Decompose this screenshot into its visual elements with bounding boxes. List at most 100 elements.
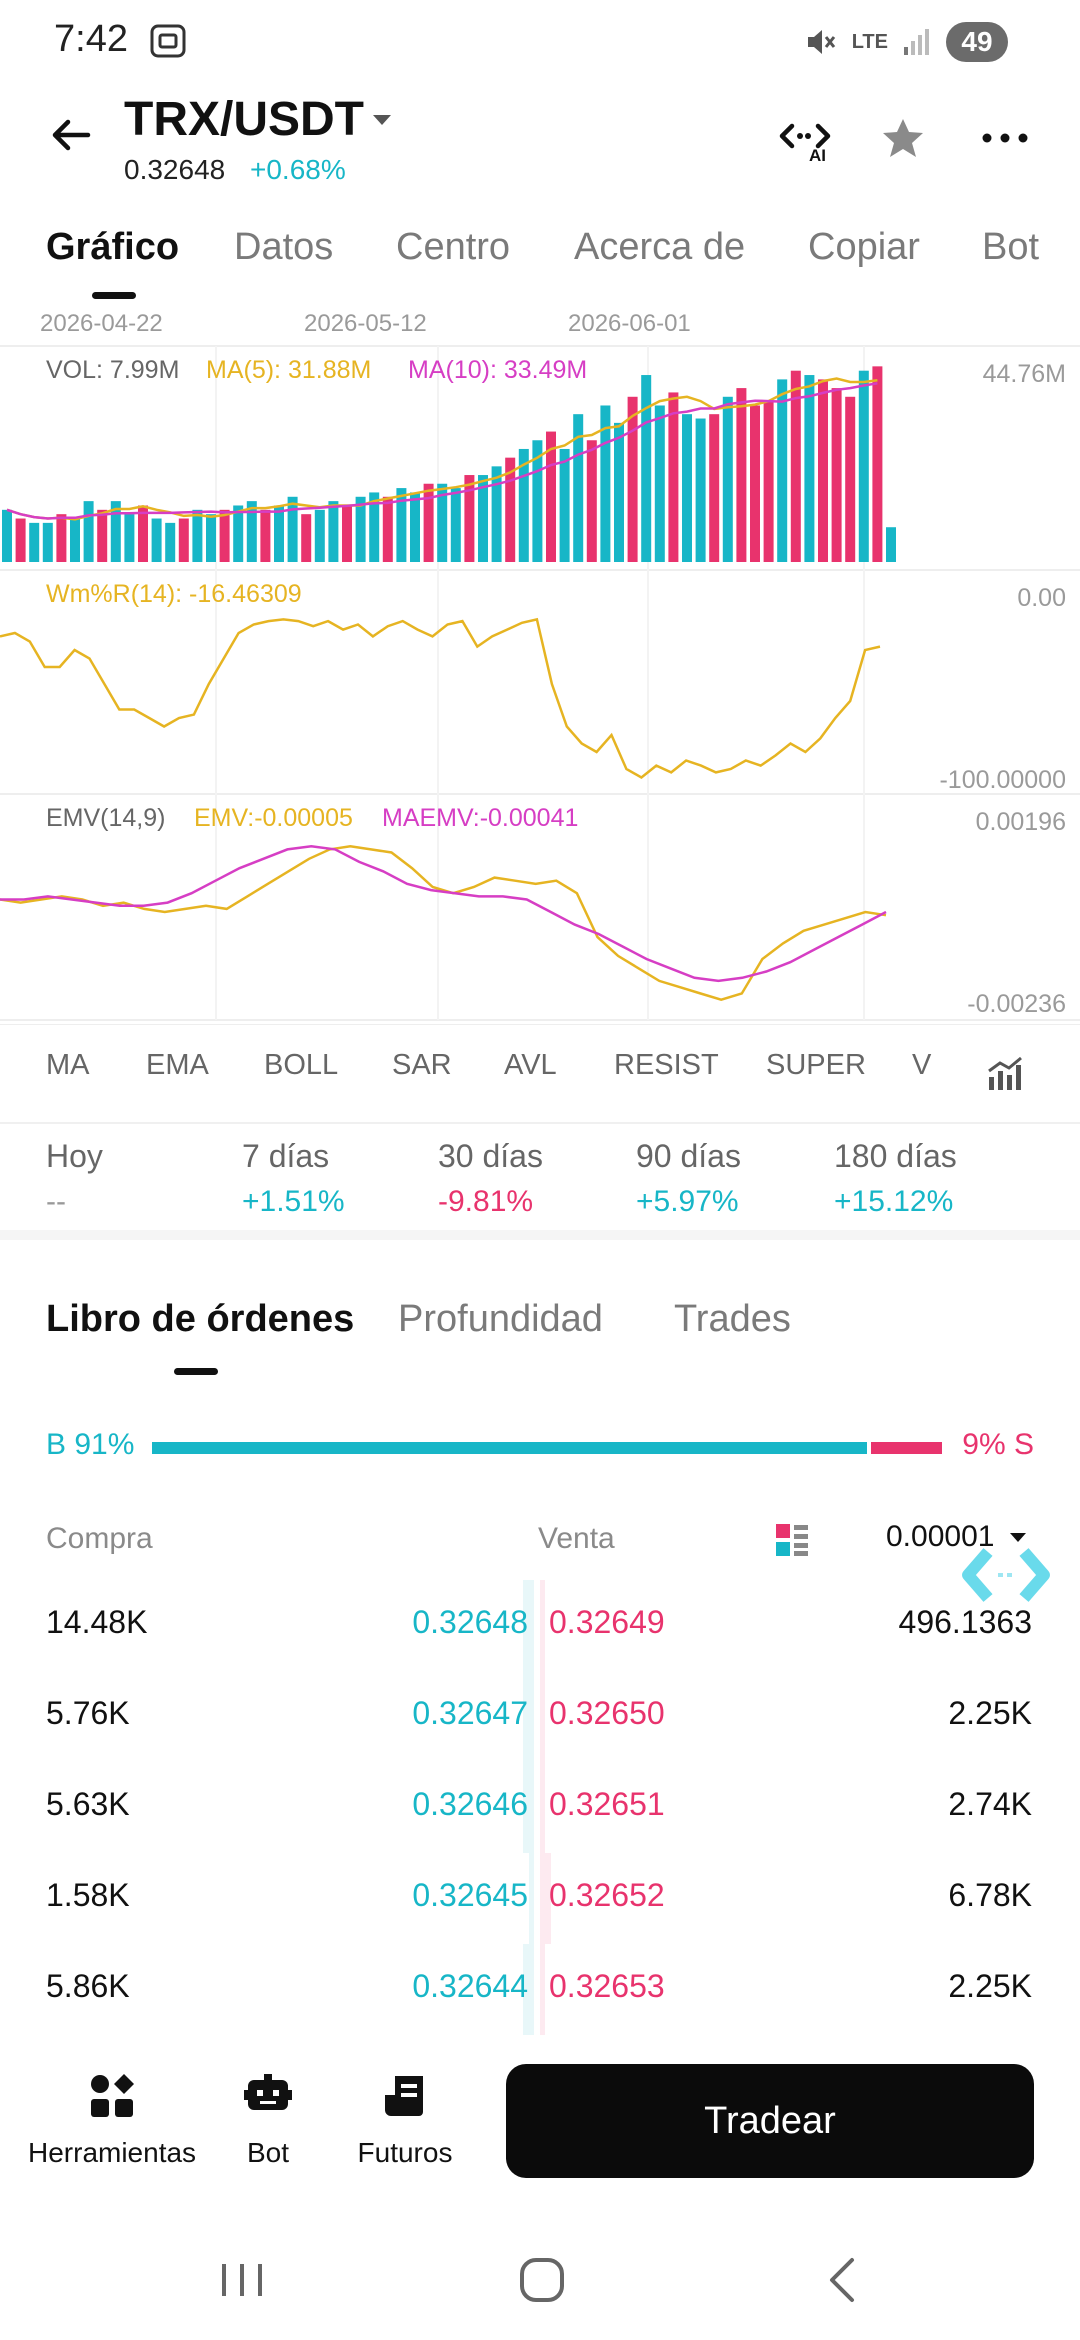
- sell-price[interactable]: 0.32651: [549, 1786, 665, 1822]
- buy-price[interactable]: 0.32648: [412, 1604, 528, 1640]
- indicator-sar[interactable]: SAR: [392, 1049, 452, 1081]
- volume-bar: [682, 414, 692, 562]
- orderbook-row[interactable]: 5.63K 0.32646 0.32651 2.74K: [0, 1762, 1080, 1853]
- indicator-avl[interactable]: AVL: [504, 1049, 557, 1081]
- active-tab-indicator: [174, 1368, 218, 1375]
- tab-bot[interactable]: Bot: [982, 226, 1040, 268]
- perf-value: +15.12%: [834, 1185, 954, 1218]
- mute-icon: [807, 30, 835, 54]
- sell-price[interactable]: 0.32652: [549, 1877, 665, 1913]
- tools-label: Herramientas: [28, 2137, 197, 2168]
- orderbook-row[interactable]: 5.76K 0.32647 0.32650 2.25K: [0, 1671, 1080, 1762]
- volume-bar: [287, 496, 298, 562]
- perf-value: --: [46, 1185, 66, 1218]
- tab-trades[interactable]: Trades: [674, 1298, 791, 1340]
- tab-copiar[interactable]: Copiar: [808, 226, 920, 268]
- status-bar: 7:42 LTE 49: [0, 0, 1080, 84]
- wr-label: Wm%R(14): -16.46309: [46, 580, 302, 608]
- tab-datos[interactable]: Datos: [234, 226, 334, 268]
- volume-bar: [56, 514, 67, 562]
- volume-bar: [219, 509, 230, 562]
- tab-profundidad[interactable]: Profundidad: [398, 1298, 603, 1340]
- buy-price[interactable]: 0.32647: [412, 1695, 528, 1731]
- more-options-icon[interactable]: [980, 114, 1030, 164]
- volume-label: VOL: 7.99M: [46, 356, 180, 384]
- volume-bar: [151, 518, 162, 562]
- buy-quantity: 5.63K: [46, 1786, 130, 1822]
- orderbook-row[interactable]: 5.86K 0.32644 0.32653 2.25K: [0, 1944, 1080, 2035]
- tab-centro[interactable]: Centro: [396, 226, 511, 268]
- home-icon[interactable]: [512, 2250, 572, 2310]
- tab-grafico[interactable]: Gráfico: [46, 226, 180, 268]
- volume-bar: [355, 496, 366, 562]
- battery-level: 49: [946, 22, 1008, 62]
- buy-depth-bar: [523, 1762, 534, 1853]
- precision-value: 0.00001: [886, 1520, 995, 1553]
- buy-sell-ratio: B 91% 9% S: [0, 1420, 1080, 1476]
- futures-label: Futuros: [357, 2137, 453, 2168]
- trade-button[interactable]: Tradear: [506, 2064, 1034, 2178]
- futures-button[interactable]: Futuros: [350, 2072, 460, 2169]
- tab-libro-de-ordenes[interactable]: Libro de órdenes: [46, 1298, 355, 1340]
- sell-quantity: 496.1363: [898, 1604, 1032, 1640]
- indicator-v[interactable]: V: [912, 1049, 932, 1081]
- tab-acerca-de[interactable]: Acerca de: [574, 226, 746, 268]
- buy-price[interactable]: 0.32645: [412, 1877, 528, 1913]
- orderbook-layout-icon[interactable]: [774, 1522, 810, 1558]
- buy-price[interactable]: 0.32644: [412, 1968, 528, 2004]
- pair-header: TRX/USDT 0.32648 +0.68% AI: [0, 84, 1080, 194]
- volume-bar: [328, 501, 339, 562]
- recent-apps-icon[interactable]: [212, 2250, 272, 2310]
- buy-price[interactable]: 0.32646: [412, 1786, 528, 1822]
- volume-bar: [124, 514, 135, 562]
- indicator-chart[interactable]: [0, 300, 1080, 1024]
- volume-bar: [70, 518, 80, 562]
- indicator-super[interactable]: SUPER: [766, 1049, 866, 1081]
- pair-title[interactable]: TRX/USDT: [124, 93, 364, 146]
- precision-selector[interactable]: 0.00001: [886, 1520, 1028, 1554]
- back-nav-icon[interactable]: [814, 2250, 874, 2310]
- date-label: 2026-06-01: [568, 310, 691, 337]
- volume-bar: [369, 492, 380, 562]
- volume-bar: [110, 501, 121, 562]
- bot-icon: [244, 2074, 292, 2110]
- indicator-resist[interactable]: RESIST: [614, 1049, 719, 1081]
- volume-bar: [42, 522, 53, 562]
- floating-widget-icon[interactable]: [948, 1546, 1064, 1604]
- ratio-bar: [152, 1442, 942, 1454]
- indicator-ma[interactable]: MA: [46, 1049, 90, 1081]
- back-arrow-icon[interactable]: [46, 110, 96, 160]
- emv-label: EMV(14,9): [46, 804, 166, 832]
- volume-bar: [382, 496, 393, 562]
- volume-bar: [518, 448, 529, 562]
- bot-label: Bot: [246, 2137, 290, 2168]
- tools-button[interactable]: Herramientas: [28, 2072, 196, 2169]
- indicator-ema[interactable]: EMA: [146, 1049, 209, 1081]
- sell-price[interactable]: 0.32650: [549, 1695, 665, 1731]
- perf-today: Hoy --: [46, 1138, 103, 1219]
- volume-bar: [709, 414, 720, 562]
- orderbook-row[interactable]: 1.58K 0.32645 0.32652 6.78K: [0, 1853, 1080, 1944]
- indicator-boll[interactable]: BOLL: [264, 1049, 339, 1081]
- favorite-star-icon[interactable]: [880, 114, 926, 164]
- volume-bar: [478, 475, 488, 562]
- sell-price[interactable]: 0.32653: [549, 1968, 665, 2004]
- volume-bar: [2, 509, 12, 562]
- bot-button[interactable]: Bot: [228, 2072, 308, 2169]
- buy-quantity: 1.58K: [46, 1877, 130, 1913]
- volume-bar: [301, 514, 312, 562]
- orderbook-row[interactable]: 14.48K 0.32648 0.32649 496.1363: [0, 1580, 1080, 1671]
- ai-assistant-icon[interactable]: AI: [776, 114, 836, 164]
- sell-depth-bar: [540, 1762, 545, 1853]
- sell-quantity: 2.74K: [948, 1786, 1032, 1822]
- bottom-action-bar: Herramientas Bot Futuros Tradear: [0, 2044, 1080, 2194]
- volume-bar: [614, 422, 624, 562]
- indicator-settings-icon[interactable]: [986, 1055, 1024, 1093]
- date-label: 2026-04-22: [40, 310, 163, 337]
- emv-axis-top: 0.00196: [975, 808, 1066, 836]
- sell-depth-bar: [540, 1671, 545, 1762]
- volume-bar: [423, 483, 434, 562]
- sell-price[interactable]: 0.32649: [549, 1604, 665, 1640]
- pair-dropdown-icon[interactable]: [370, 108, 394, 132]
- chart-area[interactable]: 2026-04-22 2026-05-12 2026-06-01 VOL: 7.…: [0, 300, 1080, 1024]
